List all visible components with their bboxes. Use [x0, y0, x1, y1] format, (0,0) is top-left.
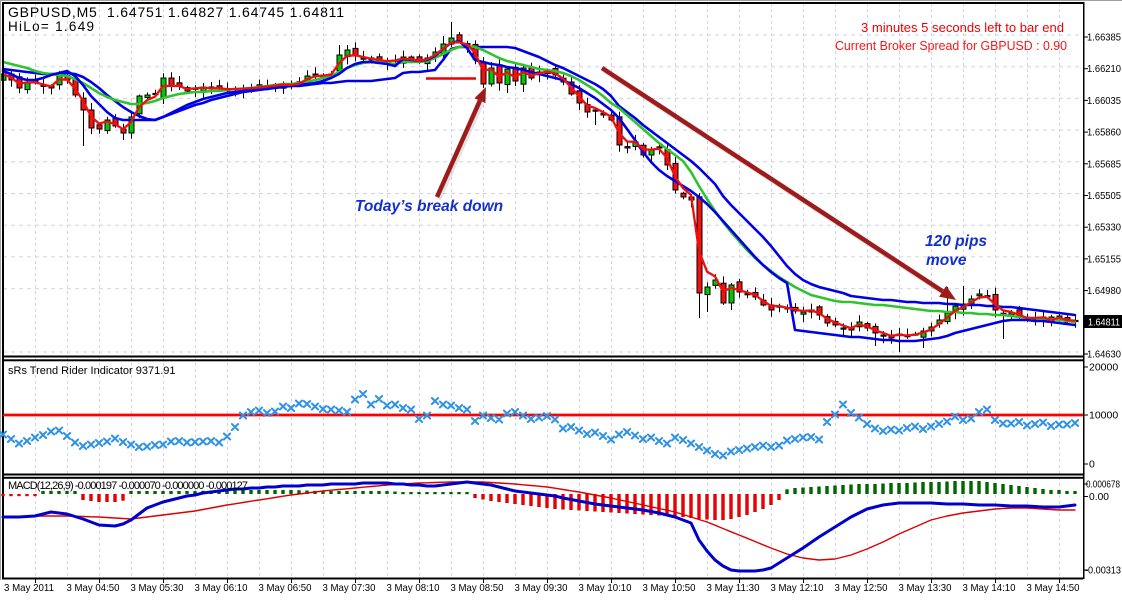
svg-text:0.000678: 0.000678 — [1086, 479, 1120, 491]
svg-text:3 May 14:50: 3 May 14:50 — [1027, 582, 1080, 594]
svg-text:0: 0 — [1089, 459, 1095, 471]
svg-text:120 pips: 120 pips — [925, 233, 987, 250]
svg-text:3 May 10:50: 3 May 10:50 — [643, 582, 696, 594]
svg-text:3 May 08:10: 3 May 08:10 — [387, 582, 440, 594]
svg-text:1.66385: 1.66385 — [1087, 32, 1121, 44]
svg-text:1.65505: 1.65505 — [1087, 190, 1121, 202]
svg-text:20000: 20000 — [1089, 362, 1118, 374]
svg-text:1.65860: 1.65860 — [1087, 127, 1121, 139]
svg-text:3 May 12:50: 3 May 12:50 — [835, 582, 888, 594]
svg-text:3 minutes 5 seconds left to ba: 3 minutes 5 seconds left to bar end — [861, 21, 1064, 35]
svg-text:3 May 09:30: 3 May 09:30 — [515, 582, 568, 594]
svg-text:1.64980: 1.64980 — [1087, 285, 1121, 297]
svg-text:sRs Trend Rider Indicator 9371: sRs Trend Rider Indicator 9371.91 — [8, 365, 176, 377]
svg-text:3 May 10:10: 3 May 10:10 — [579, 582, 632, 594]
svg-text:3 May 14:10: 3 May 14:10 — [963, 582, 1016, 594]
svg-text:3 May 11:30: 3 May 11:30 — [707, 582, 760, 594]
svg-text:1.64630: 1.64630 — [1087, 349, 1121, 361]
svg-text:-0.00313: -0.00313 — [1085, 565, 1121, 577]
svg-text:1.65155: 1.65155 — [1087, 253, 1121, 265]
svg-text:3 May 05:30: 3 May 05:30 — [131, 582, 184, 594]
svg-text:3 May 06:10: 3 May 06:10 — [195, 582, 248, 594]
svg-text:3 May 06:50: 3 May 06:50 — [259, 582, 312, 594]
svg-text:1.64811: 1.64811 — [1088, 317, 1120, 329]
svg-text:1.66210: 1.66210 — [1087, 63, 1121, 75]
svg-text:HiLo= 1.649: HiLo= 1.649 — [8, 19, 94, 34]
svg-text:3 May 08:50: 3 May 08:50 — [451, 582, 504, 594]
svg-text:0.00: 0.00 — [1089, 491, 1109, 503]
svg-text:3 May 13:30: 3 May 13:30 — [899, 582, 952, 594]
svg-text:Today’s break down: Today’s break down — [355, 198, 503, 215]
svg-text:3 May 2011: 3 May 2011 — [4, 582, 54, 594]
svg-text:3 May 12:10: 3 May 12:10 — [771, 582, 824, 594]
svg-text:GBPUSD,M5 1.64751 1.64827 1.6: GBPUSD,M5 1.64751 1.64827 1.64745 1.6481… — [8, 4, 344, 20]
svg-text:1.65685: 1.65685 — [1087, 158, 1121, 170]
svg-text:1.66035: 1.66035 — [1087, 95, 1121, 107]
svg-text:move: move — [926, 252, 967, 269]
svg-text:10000: 10000 — [1089, 410, 1118, 422]
svg-text:3 May 07:30: 3 May 07:30 — [323, 582, 376, 594]
svg-text:MACD(12,26,9) -0.000197 -0.000: MACD(12,26,9) -0.000197 -0.000070 -0.000… — [8, 480, 248, 492]
svg-text:1.65330: 1.65330 — [1087, 222, 1121, 234]
svg-text:Current Broker Spread for GBPU: Current Broker Spread for GBPUSD : 0.90 — [835, 39, 1067, 53]
svg-text:3 May 04:50: 3 May 04:50 — [67, 582, 120, 594]
